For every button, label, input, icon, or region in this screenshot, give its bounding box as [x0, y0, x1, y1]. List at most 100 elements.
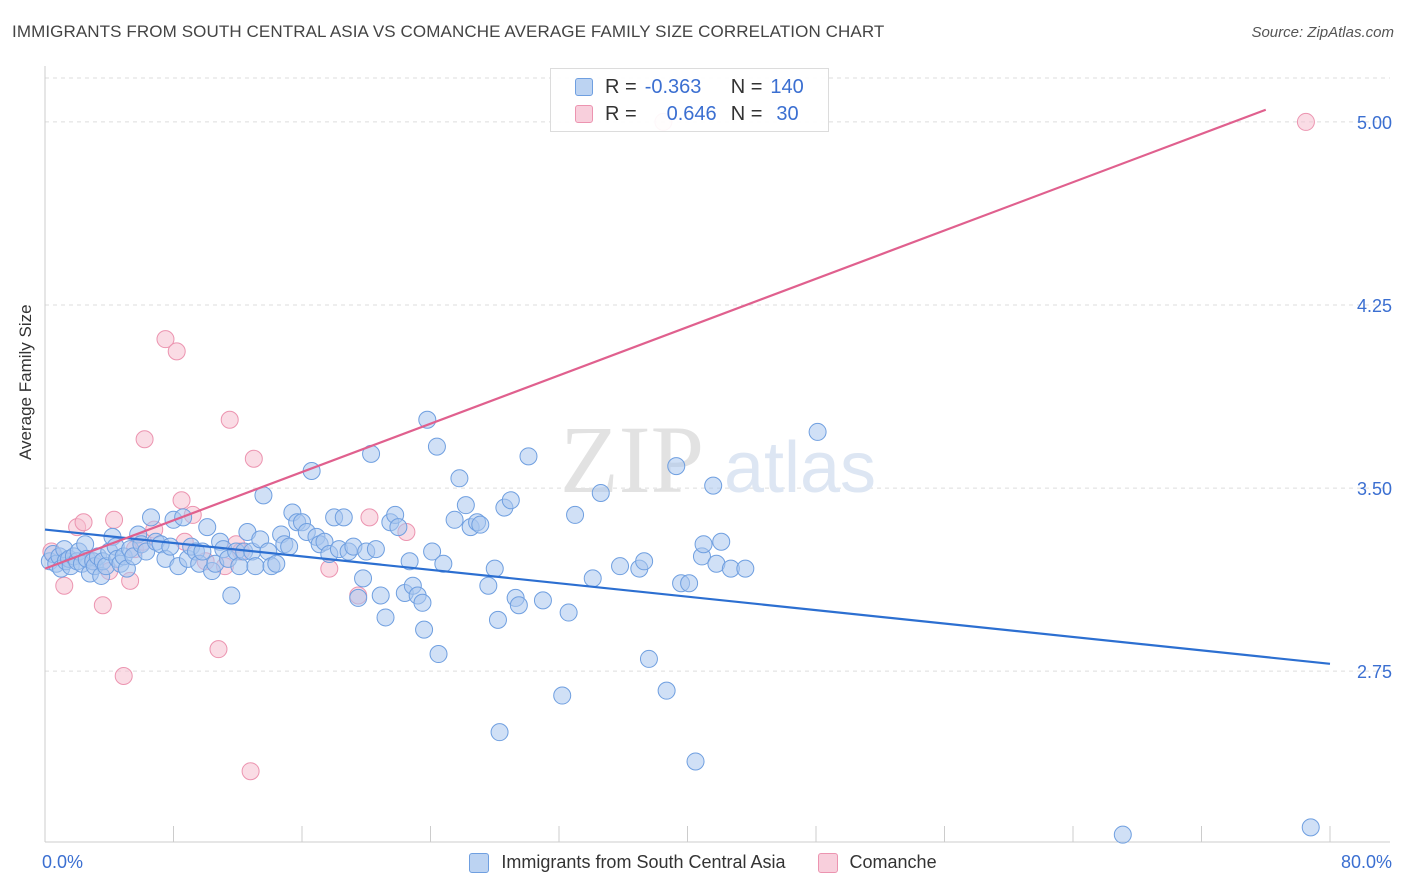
- blue-point: [349, 588, 368, 607]
- x-tick-max: 80.0%: [1340, 852, 1392, 872]
- blue-point: [371, 586, 390, 605]
- blue-point: [445, 510, 464, 529]
- blue-point: [246, 557, 265, 576]
- y-tick-label: 5.00: [1357, 113, 1392, 133]
- blue-point: [509, 596, 528, 615]
- blue-point: [519, 447, 538, 466]
- y-axis-label: Average Family Size: [16, 304, 35, 460]
- blue-point: [736, 559, 755, 578]
- blue-point: [366, 540, 385, 559]
- blue-point: [161, 537, 180, 556]
- watermark-atlas: atlas: [724, 428, 876, 508]
- x-tick-min: 0.0%: [42, 852, 84, 872]
- series-legend: Immigrants from South Central Asia Coman…: [0, 852, 1406, 873]
- source-label: Source: ZipAtlas.com: [1251, 24, 1394, 41]
- y-tick-label: 3.50: [1357, 479, 1392, 499]
- pink-swatch: [575, 105, 593, 123]
- correlation-legend: R = -0.363 N = 140 R = 0.646 N = 30: [550, 68, 829, 132]
- pink-point: [360, 508, 379, 527]
- legend-item-comanche: Comanche: [817, 852, 937, 873]
- blue-trend-line: [44, 528, 1331, 665]
- pink-point: [220, 410, 239, 429]
- blue-point: [611, 557, 630, 576]
- blue-point: [1113, 825, 1132, 844]
- legend-row-pink: R = 0.646 N = 30: [551, 100, 799, 128]
- y-tick-label: 4.25: [1357, 296, 1392, 316]
- blue-point: [566, 505, 585, 524]
- blue-point: [456, 496, 475, 515]
- blue-point: [488, 610, 507, 629]
- blue-point: [694, 535, 713, 554]
- blue-point: [680, 574, 699, 593]
- blue-point: [354, 569, 373, 588]
- blue-point: [583, 569, 602, 588]
- pink-point: [135, 430, 154, 449]
- blue-point: [635, 552, 654, 571]
- blue-point: [501, 491, 520, 510]
- n-label: N =: [730, 75, 763, 98]
- y-tick-label: 2.75: [1357, 662, 1392, 682]
- blue-point: [479, 576, 498, 595]
- blue-point: [429, 645, 448, 664]
- n-label: N =: [730, 102, 763, 125]
- r-label: R =: [605, 102, 637, 125]
- pink-point: [209, 640, 228, 659]
- blue-point: [222, 586, 241, 605]
- legend-item-immigrants: Immigrants from South Central Asia: [469, 852, 786, 873]
- blue-point: [533, 591, 552, 610]
- pink-point: [114, 667, 133, 686]
- watermark-zip: ZIP: [560, 406, 704, 513]
- pink-point: [244, 449, 263, 468]
- legend-row-blue: R = -0.363 N = 140: [551, 73, 804, 101]
- pink-point: [167, 342, 186, 361]
- blue-point: [423, 542, 442, 561]
- pink-swatch: [817, 852, 838, 873]
- blue-point: [553, 686, 572, 705]
- blue-point: [415, 620, 434, 639]
- blue-point: [198, 518, 217, 537]
- n-value: 140: [770, 75, 804, 98]
- chart-title: IMMIGRANTS FROM SOUTH CENTRAL ASIA VS CO…: [12, 22, 885, 41]
- blue-point: [376, 608, 395, 627]
- blue-point: [400, 552, 419, 571]
- r-value: -0.363: [644, 75, 702, 98]
- blue-point: [280, 537, 299, 556]
- blue-point: [686, 752, 705, 771]
- blue-swatch: [469, 852, 490, 873]
- pink-point: [74, 513, 93, 532]
- legend-label: Comanche: [849, 852, 937, 872]
- r-label: R =: [605, 75, 637, 98]
- blue-swatch: [575, 78, 593, 96]
- blue-point: [334, 508, 353, 527]
- blue-point: [485, 559, 504, 578]
- blue-point: [591, 483, 610, 502]
- blue-point: [559, 603, 578, 622]
- grid-lines: [45, 77, 1390, 672]
- blue-point: [471, 515, 490, 534]
- trend-lines: [44, 108, 1331, 665]
- pink-point: [93, 596, 112, 615]
- pink-point: [241, 762, 260, 781]
- blue-point: [450, 469, 469, 488]
- r-value: 0.646: [666, 102, 717, 125]
- blue-point: [267, 554, 286, 573]
- axes: [44, 66, 1390, 843]
- pink-trend-line: [44, 108, 1267, 570]
- blue-point: [639, 649, 658, 668]
- blue-point: [490, 723, 509, 742]
- blue-point: [704, 476, 723, 495]
- blue-point: [657, 681, 676, 700]
- blue-point: [808, 422, 827, 441]
- blue-point: [413, 593, 432, 612]
- legend-label: Immigrants from South Central Asia: [501, 852, 786, 872]
- blue-point: [389, 518, 408, 537]
- blue-point: [142, 508, 161, 527]
- pink-point: [172, 491, 191, 510]
- pink-point: [1296, 112, 1315, 131]
- blue-point: [667, 457, 686, 476]
- y-tick-labels: 2.75 3.50 4.25 5.00: [1357, 113, 1392, 682]
- blue-point: [1301, 818, 1320, 837]
- n-value: 30: [776, 102, 799, 125]
- watermark: ZIP atlas: [560, 406, 876, 513]
